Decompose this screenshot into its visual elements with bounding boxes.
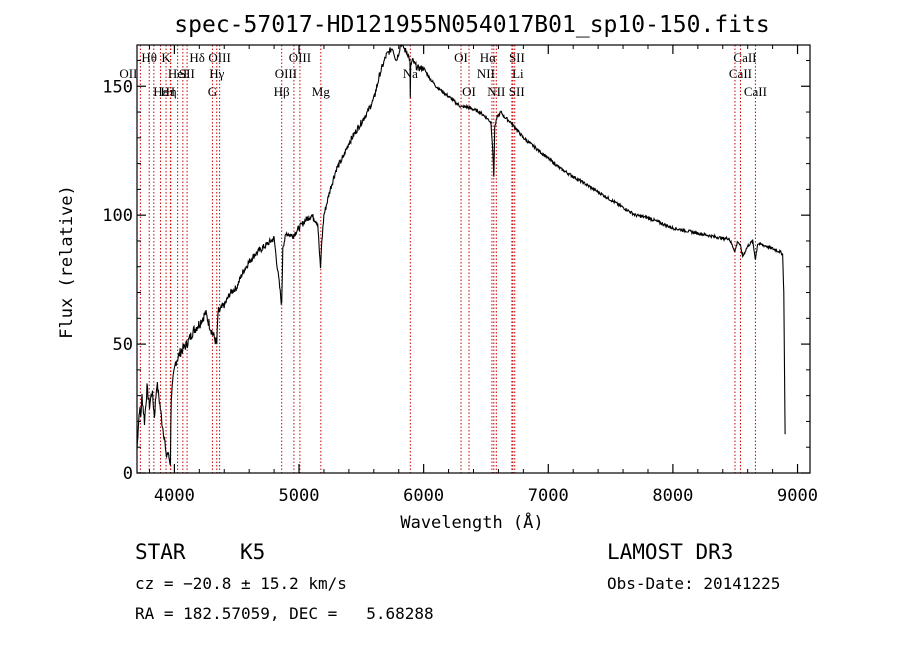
- chart-title: spec-57017-HD121955N054017B01_sp10-150.f…: [174, 12, 769, 38]
- line-marker-label: OI: [462, 84, 476, 99]
- line-marker-label: Li: [512, 66, 524, 81]
- x-tick-label: 7000: [528, 486, 569, 506]
- line-marker-label: G: [208, 84, 217, 99]
- x-tick-label: 5000: [279, 486, 320, 506]
- redshift-info: cz = −20.8 ± 15.2 km/s: [135, 574, 347, 593]
- line-marker-label: Hβ: [274, 84, 290, 99]
- line-marker-label: Hη: [161, 84, 177, 99]
- line-marker-label: Hα: [480, 50, 496, 65]
- spectrum-line: [136, 43, 786, 466]
- line-marker-label: Mg: [312, 84, 331, 99]
- line-marker-label: H: [166, 84, 175, 99]
- obs-date: Obs-Date: 20141225: [607, 574, 781, 593]
- object-class: STAR: [135, 540, 186, 564]
- line-marker-label: OII: [119, 66, 137, 81]
- x-tick-label: 8000: [652, 486, 693, 506]
- line-marker-label: Hδ: [189, 50, 205, 65]
- line-marker-label: SII: [509, 84, 525, 99]
- survey-name: LAMOST DR3: [607, 540, 734, 564]
- x-tick-label: 9000: [777, 486, 818, 506]
- line-marker-label: Hγ: [209, 66, 224, 81]
- line-marker-label: OI: [454, 50, 468, 65]
- spectral-line-markers: [139, 45, 756, 473]
- spectral-subclass: K5: [240, 540, 266, 564]
- y-axis-ticks: 0 50 100 150: [102, 59, 810, 484]
- line-marker-label: CaII: [729, 66, 752, 81]
- x-axis-ticks: 4000 5000 6000 7000 8000 9000: [148, 45, 818, 506]
- line-marker-label: Hε: [153, 84, 168, 99]
- y-tick-label: 0: [123, 464, 133, 484]
- line-marker-label: OIII: [289, 50, 311, 65]
- line-marker-label: Hθ: [141, 50, 157, 65]
- line-marker-label: CaII: [733, 50, 756, 65]
- line-marker-label: NII: [477, 66, 495, 81]
- line-marker-label: OIII: [275, 66, 297, 81]
- line-marker-label: NII: [487, 84, 505, 99]
- line-marker-label: K: [161, 50, 171, 65]
- line-marker-label: HeI: [168, 66, 188, 81]
- line-marker-label: OIII: [208, 50, 230, 65]
- y-tick-label: 50: [113, 335, 133, 355]
- y-tick-label: 100: [102, 206, 133, 226]
- line-marker-label: CaII: [744, 84, 767, 99]
- y-tick-label: 150: [102, 77, 133, 97]
- line-marker-label: SII: [179, 66, 195, 81]
- x-tick-label: 6000: [403, 486, 444, 506]
- x-axis-label: Wavelength (Å): [400, 511, 543, 533]
- y-axis-label: Flux (relative): [57, 185, 77, 339]
- line-marker-label: SII: [509, 50, 525, 65]
- coordinates: RA = 182.57059, DEC = 5.68288: [135, 604, 434, 623]
- x-tick-label: 4000: [154, 486, 195, 506]
